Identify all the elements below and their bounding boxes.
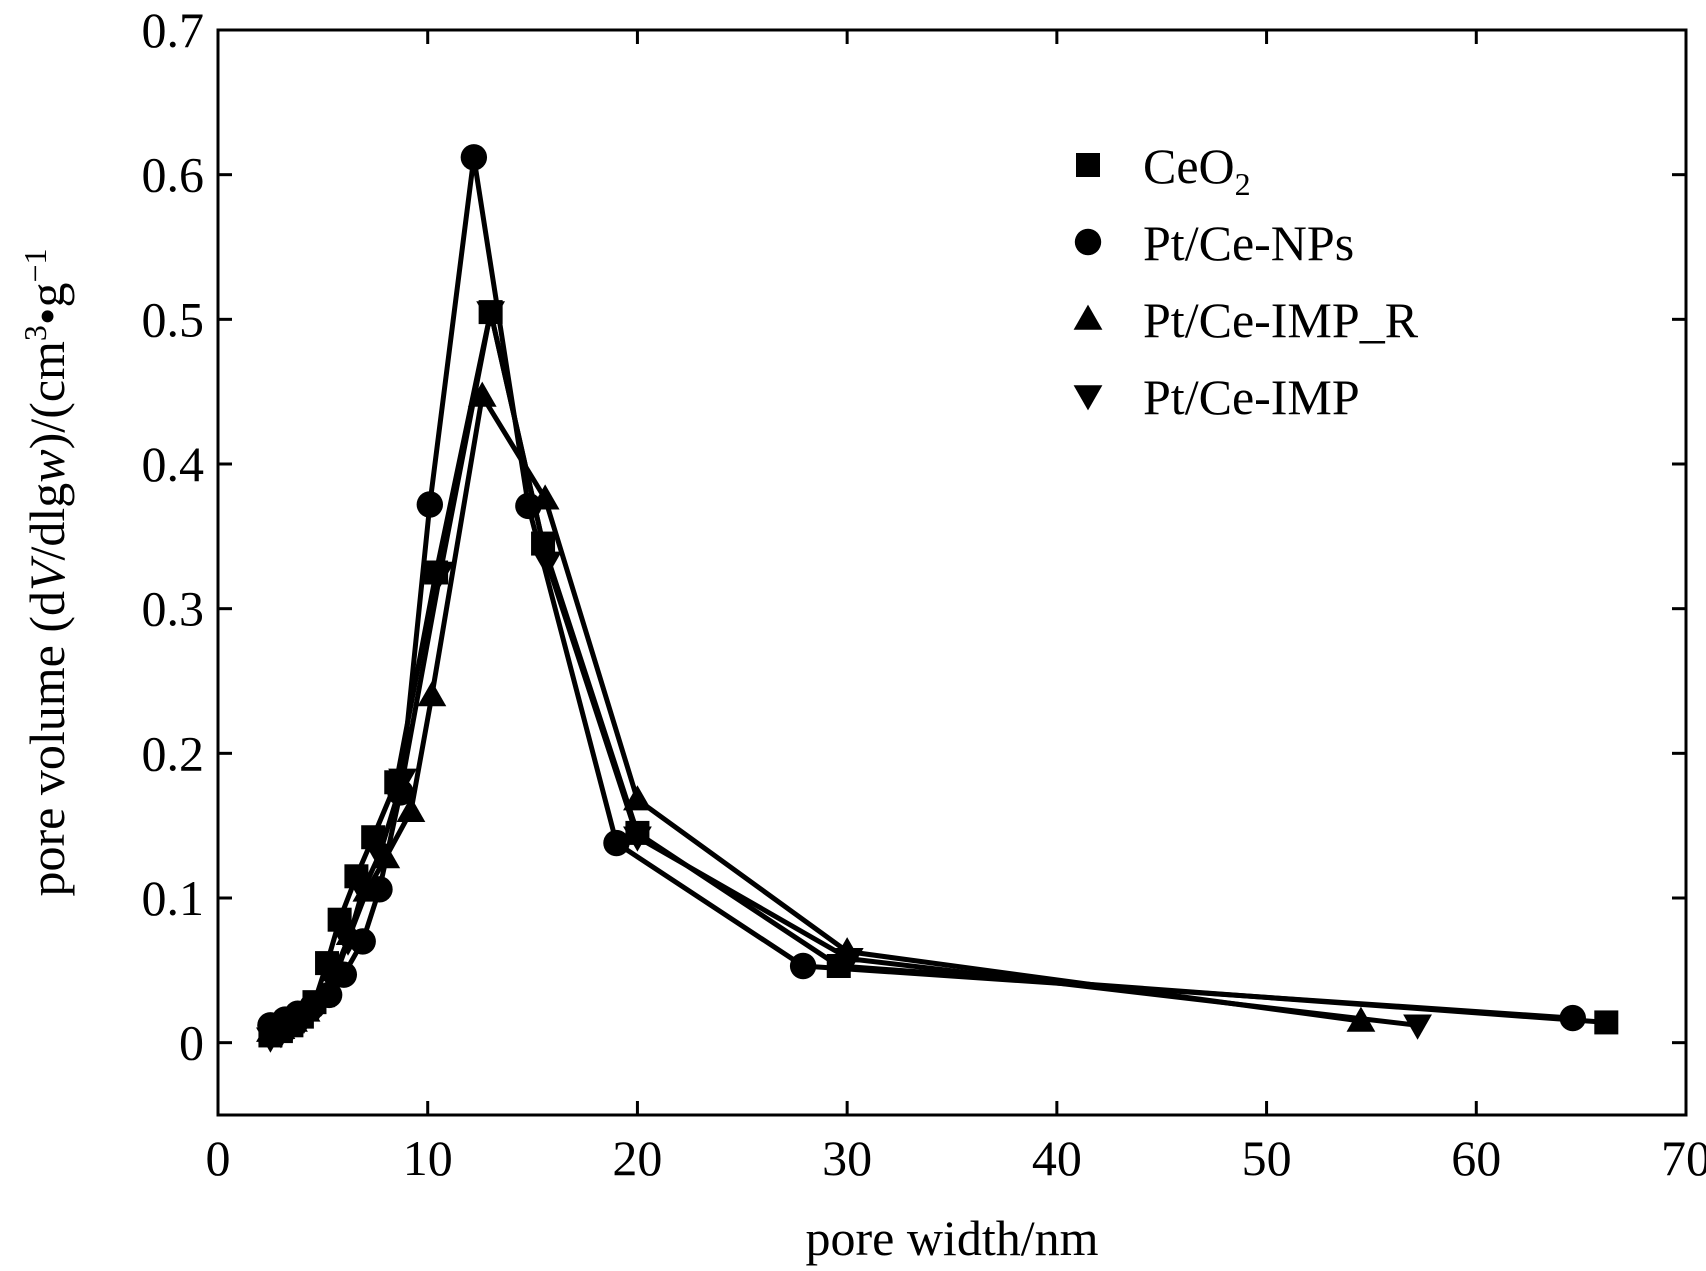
y-tick-label: 0.1 — [142, 870, 205, 926]
y-axis-title-var-w: w — [19, 449, 75, 482]
data-point — [318, 971, 348, 997]
legend-label-name: CeO — [1143, 138, 1235, 194]
y-tick-label: 0.7 — [142, 2, 205, 58]
x-tick-label: 50 — [1242, 1130, 1292, 1186]
x-tick-label: 70 — [1661, 1130, 1706, 1186]
legend-label-subscript: 2 — [1235, 166, 1251, 202]
legend-label-name: Pt/Ce-IMP — [1143, 369, 1360, 425]
data-point — [1559, 1004, 1586, 1032]
data-point — [1594, 1010, 1619, 1035]
y-tick-label: 0.3 — [142, 581, 205, 637]
legend-marker — [1076, 153, 1100, 177]
x-tick-label: 10 — [403, 1130, 453, 1186]
legend-label: Pt/Ce-IMP — [1143, 369, 1360, 425]
data-point — [388, 768, 417, 794]
series-triangle-down — [256, 301, 1432, 1053]
data-point — [289, 1008, 319, 1034]
data-point — [834, 947, 864, 974]
data-point — [603, 829, 630, 857]
legend-marker — [1073, 385, 1103, 411]
legend-label: Pt/Ce-NPs — [1143, 215, 1354, 271]
data-point — [623, 826, 652, 852]
x-tick-label: 40 — [1032, 1130, 1082, 1186]
plot-frame — [216, 28, 1688, 1117]
data-point — [623, 785, 652, 811]
y-axis-title-sup: 3 — [17, 325, 53, 341]
data-point — [425, 561, 455, 587]
data-point — [417, 681, 447, 707]
data-point — [348, 879, 378, 906]
legend-label: CeO2 — [1143, 138, 1251, 202]
y-axis-title-part: )/(cm — [19, 341, 75, 449]
legend-label-name: Pt/Ce-IMP_R — [1143, 292, 1419, 348]
legend-marker — [1073, 304, 1103, 330]
y-axis-title-var-v: V — [19, 555, 75, 591]
legend-marker — [1074, 228, 1102, 256]
y-tick-label: 0.2 — [142, 725, 205, 781]
legend: CeO2 Pt/Ce-NPs Pt/Ce-IMP_R Pt/Ce-IMP — [1073, 138, 1419, 425]
x-axis-title: pore width/nm — [805, 1210, 1098, 1266]
y-tick-label: 0.4 — [142, 436, 205, 492]
x-tick-label: 60 — [1451, 1130, 1501, 1186]
y-axis-title-part: pore volume (d — [19, 591, 75, 896]
data-point — [304, 994, 334, 1020]
series-layer — [256, 144, 1619, 1053]
legend-label-name: Pt/Ce-NPs — [1143, 215, 1354, 271]
ticks-layer: 0 10 20 30 40 50 60 70 0 0.1 0.2 0.3 0.4 0.5 0.6 0.7 — [142, 2, 1706, 1186]
y-axis-title: pore volume (dV/dlgw)/(cm3•g−1 — [17, 248, 75, 896]
data-point — [416, 491, 444, 518]
data-point — [396, 796, 426, 822]
data-point — [460, 144, 488, 171]
y-axis-title-sup: −1 — [17, 248, 53, 282]
data-point — [365, 843, 394, 869]
data-point — [789, 952, 817, 980]
data-point — [476, 301, 506, 327]
y-tick-label: 0.6 — [142, 147, 205, 203]
y-tick-label: 0 — [179, 1015, 204, 1071]
legend-label: Pt/Ce-IMP_R — [1143, 292, 1419, 348]
y-tick-label: 0.5 — [142, 291, 205, 347]
data-point — [532, 551, 562, 577]
x-tick-label: 0 — [206, 1130, 231, 1186]
y-axis-title-part: •g — [19, 283, 75, 326]
data-point — [1403, 1014, 1432, 1040]
y-axis-title-part: /dlg — [19, 483, 75, 561]
data-point — [530, 484, 560, 510]
x-tick-label: 30 — [822, 1130, 872, 1186]
data-point — [333, 930, 363, 956]
x-tick-label: 20 — [612, 1130, 662, 1186]
